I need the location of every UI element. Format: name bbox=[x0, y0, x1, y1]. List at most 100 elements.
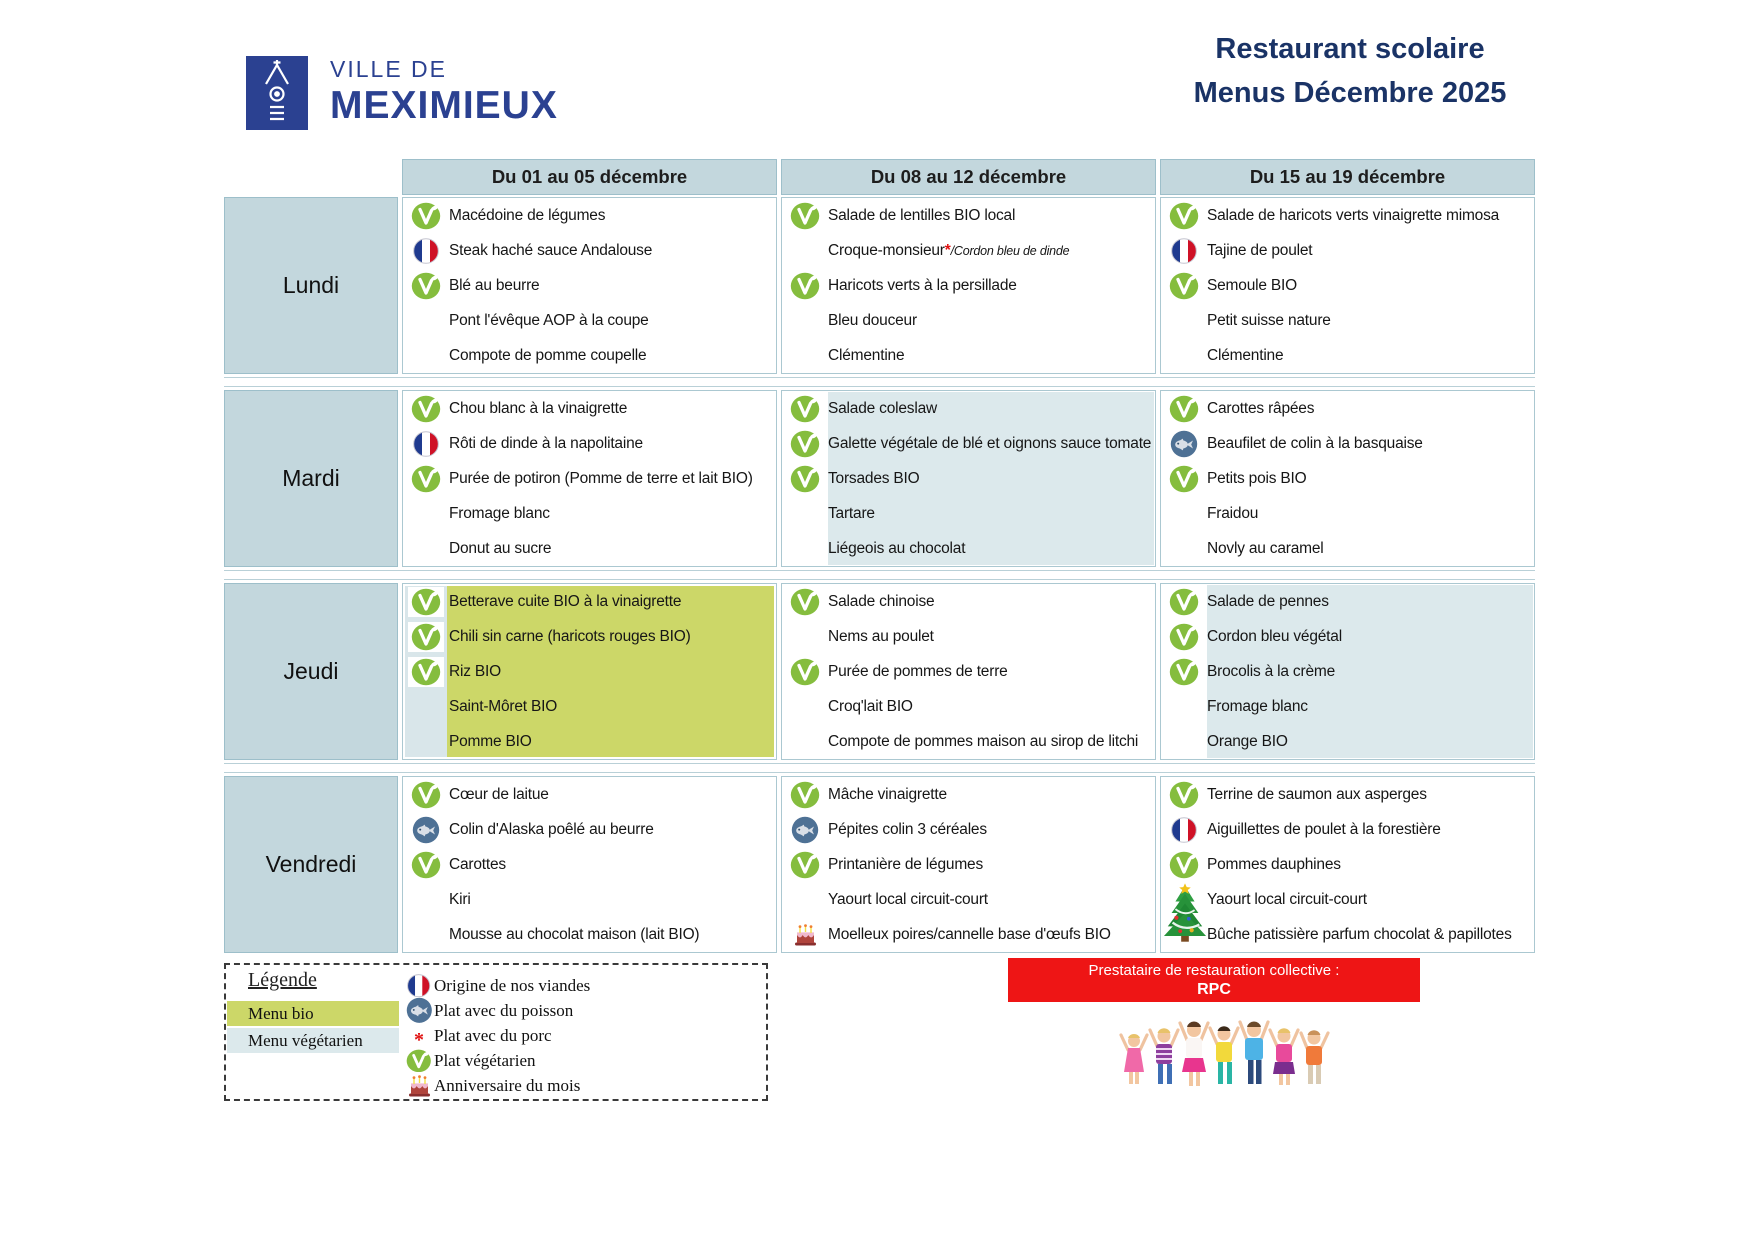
day-row-jeudi: Jeudi Betterave cuite BIO à la vinaigrett… bbox=[224, 583, 1535, 760]
city-logo-text: VILLE DE MEXIMIEUX bbox=[330, 56, 558, 135]
menu-item-label: Cordon bleu végétal bbox=[1207, 627, 1342, 645]
bio-highlight bbox=[447, 586, 774, 757]
menu-item: Fromage blanc bbox=[403, 496, 776, 531]
menu-item-label: Nems au poulet bbox=[828, 627, 934, 645]
menu-item-list: Mâche vinaigrette Pépites colin 3 céréale… bbox=[782, 777, 1155, 952]
day-label-lundi: Lundi bbox=[224, 197, 398, 374]
vegetarian-icon bbox=[790, 781, 820, 808]
menu-item-label: Mousse au chocolat maison (lait BIO) bbox=[449, 925, 700, 943]
menu-item-label: Semoule BIO bbox=[1207, 276, 1297, 294]
menu-item: Pépites colin 3 céréales bbox=[782, 812, 1155, 847]
menu-item-label: Riz BIO bbox=[449, 662, 501, 680]
legend-swatch-vegetarien: Menu végétarien bbox=[227, 1028, 399, 1053]
menu-item: Kiri bbox=[403, 882, 776, 917]
menu-cell: Terrine de saumon aux asperges Aiguillett… bbox=[1160, 776, 1535, 953]
menu-item: Bleu douceur bbox=[782, 303, 1155, 338]
menu-item: Terrine de saumon aux asperges bbox=[1161, 777, 1534, 812]
row-separator bbox=[224, 570, 1535, 580]
menu-item-list: Salade de pennes Cordon bleu végétal Broco… bbox=[1161, 584, 1534, 759]
day-label-vendredi: Vendredi bbox=[224, 776, 398, 953]
menu-item-label: Clémentine bbox=[828, 346, 905, 364]
menu-item-list: Salade de lentilles BIO local Croque-mons… bbox=[782, 198, 1155, 373]
menu-item-label: Fraidou bbox=[1207, 504, 1259, 522]
menu-item: Croque-monsieur*/Cordon bleu de dinde bbox=[782, 233, 1155, 268]
menu-item-label: Blé au beurre bbox=[449, 276, 540, 294]
title-line2: Menus Décembre 2025 bbox=[1193, 77, 1507, 109]
vegetarian-icon bbox=[411, 395, 441, 422]
menu-item: Saint-Môret BIO bbox=[403, 689, 776, 724]
menu-item-list: Terrine de saumon aux asperges Aiguillett… bbox=[1161, 777, 1534, 952]
menu-item: Chou blanc à la vinaigrette bbox=[403, 391, 776, 426]
week-header-1: Du 01 au 05 décembre bbox=[402, 159, 777, 195]
menu-item-label: Fromage blanc bbox=[1207, 697, 1308, 715]
menu-item-label: Novly au caramel bbox=[1207, 539, 1324, 557]
menu-item: Salade de lentilles BIO local bbox=[782, 198, 1155, 233]
menu-item-label: Salade coleslaw bbox=[828, 399, 938, 417]
title-line1: Restaurant scolaire bbox=[1215, 33, 1485, 65]
menu-item-label: Saint-Môret BIO bbox=[449, 697, 558, 715]
menu-item: Blé au beurre bbox=[403, 268, 776, 303]
meat-origin-icon bbox=[1171, 237, 1197, 264]
logo-meximieux: MEXIMIEUX bbox=[330, 84, 558, 127]
menu-item: Salade chinoise bbox=[782, 584, 1155, 619]
menu-item-label: Salade de lentilles BIO local bbox=[828, 206, 1016, 224]
menu-item: Bûche patissière parfum chocolat & papil… bbox=[1161, 917, 1534, 952]
menu-item: Galette végétale de blé et oignons sauce… bbox=[782, 426, 1155, 461]
day-row-mardi: Mardi Chou blanc à la vinaigrette Rôti de … bbox=[224, 390, 1535, 567]
menu-item-label: Steak haché sauce Andalouse bbox=[449, 241, 653, 259]
vegetarian-icon bbox=[790, 465, 820, 492]
menu-item-label: Petit suisse nature bbox=[1207, 311, 1331, 329]
vegetarian-icon bbox=[1169, 395, 1199, 422]
menu-item: Haricots verts à la persillade bbox=[782, 268, 1155, 303]
menu-item-label: Beaufilet de colin à la basquaise bbox=[1207, 434, 1423, 452]
menu-item-label: Betterave cuite BIO à la vinaigrette bbox=[449, 592, 682, 610]
menu-item-label: Aiguillettes de poulet à la forestière bbox=[1207, 820, 1441, 838]
vegetarian-icon bbox=[406, 1049, 432, 1072]
menu-item-label: Galette végétale de blé et oignons sauce… bbox=[828, 434, 1152, 452]
menu-item-label: Tartare bbox=[828, 504, 875, 522]
menu-item: Fromage blanc bbox=[1161, 689, 1534, 724]
children-photo bbox=[1118, 1004, 1336, 1104]
menu-item: Petits pois BIO bbox=[1161, 461, 1534, 496]
day-row-vendredi: Vendredi Cœur de laitue Colin d'Alaska poê… bbox=[224, 776, 1535, 953]
provider-name: RPC bbox=[1197, 981, 1231, 998]
vegetarian-icon bbox=[1169, 272, 1199, 299]
pork-asterisk-icon: * bbox=[414, 1028, 424, 1051]
menu-item: Liégeois au chocolat bbox=[782, 531, 1155, 566]
menu-cell: Salade de lentilles BIO local Croque-mons… bbox=[781, 197, 1156, 374]
legend-item: Plat végétarien bbox=[404, 1048, 536, 1073]
menu-item: Salade de haricots verts vinaigrette mim… bbox=[1161, 198, 1534, 233]
menu-item: Yaourt local circuit-court bbox=[1161, 882, 1534, 917]
menu-item: Steak haché sauce Andalouse bbox=[403, 233, 776, 268]
menu-item-label: Tajine de poulet bbox=[1207, 241, 1313, 259]
menu-item-label: Pomme BIO bbox=[449, 732, 532, 750]
menu-item: Mousse au chocolat maison (lait BIO) bbox=[403, 917, 776, 952]
menu-item: Tajine de poulet bbox=[1161, 233, 1534, 268]
menu-item: Croq'lait BIO bbox=[782, 689, 1155, 724]
vegetarian-highlight bbox=[828, 392, 1154, 565]
menu-cell: Salade chinoise Nems au poulet Purée de po… bbox=[781, 583, 1156, 760]
pork-asterisk-icon: * bbox=[944, 241, 951, 259]
menu-item-label: Compote de pommes maison au sirop de lit… bbox=[828, 732, 1139, 750]
week-header-2: Du 08 au 12 décembre bbox=[781, 159, 1156, 195]
menu-item: Compote de pommes maison au sirop de lit… bbox=[782, 724, 1155, 759]
menu-item-label: Terrine de saumon aux asperges bbox=[1207, 785, 1427, 803]
menu-item: Moelleux poires/cannelle base d'œufs BIO bbox=[782, 917, 1155, 952]
vegetarian-icon bbox=[411, 202, 441, 229]
menu-item-label: Croque-monsieur*/Cordon bleu de dinde bbox=[828, 241, 1070, 259]
menu-item-label: Cœur de laitue bbox=[449, 785, 549, 803]
menu-item-label: Chou blanc à la vinaigrette bbox=[449, 399, 628, 417]
vegetarian-icon bbox=[1169, 588, 1199, 615]
provider-label: Prestataire de restauration collective : bbox=[1088, 962, 1340, 979]
menu-item-label: Brocolis à la crème bbox=[1207, 662, 1335, 680]
menu-item: Printanière de légumes bbox=[782, 847, 1155, 882]
menu-item-label: Compote de pomme coupelle bbox=[449, 346, 647, 364]
vegetarian-icon bbox=[1169, 781, 1199, 808]
legend-title: Légende bbox=[248, 969, 317, 991]
vegetarian-icon bbox=[411, 465, 441, 492]
legend-item-label: Plat avec du porc bbox=[434, 1025, 552, 1045]
legend-item-label: Anniversaire du mois bbox=[434, 1075, 581, 1095]
menu-item: Carottes bbox=[403, 847, 776, 882]
city-logo: VILLE DE MEXIMIEUX bbox=[246, 56, 558, 135]
menu-item: Macédoine de légumes bbox=[403, 198, 776, 233]
